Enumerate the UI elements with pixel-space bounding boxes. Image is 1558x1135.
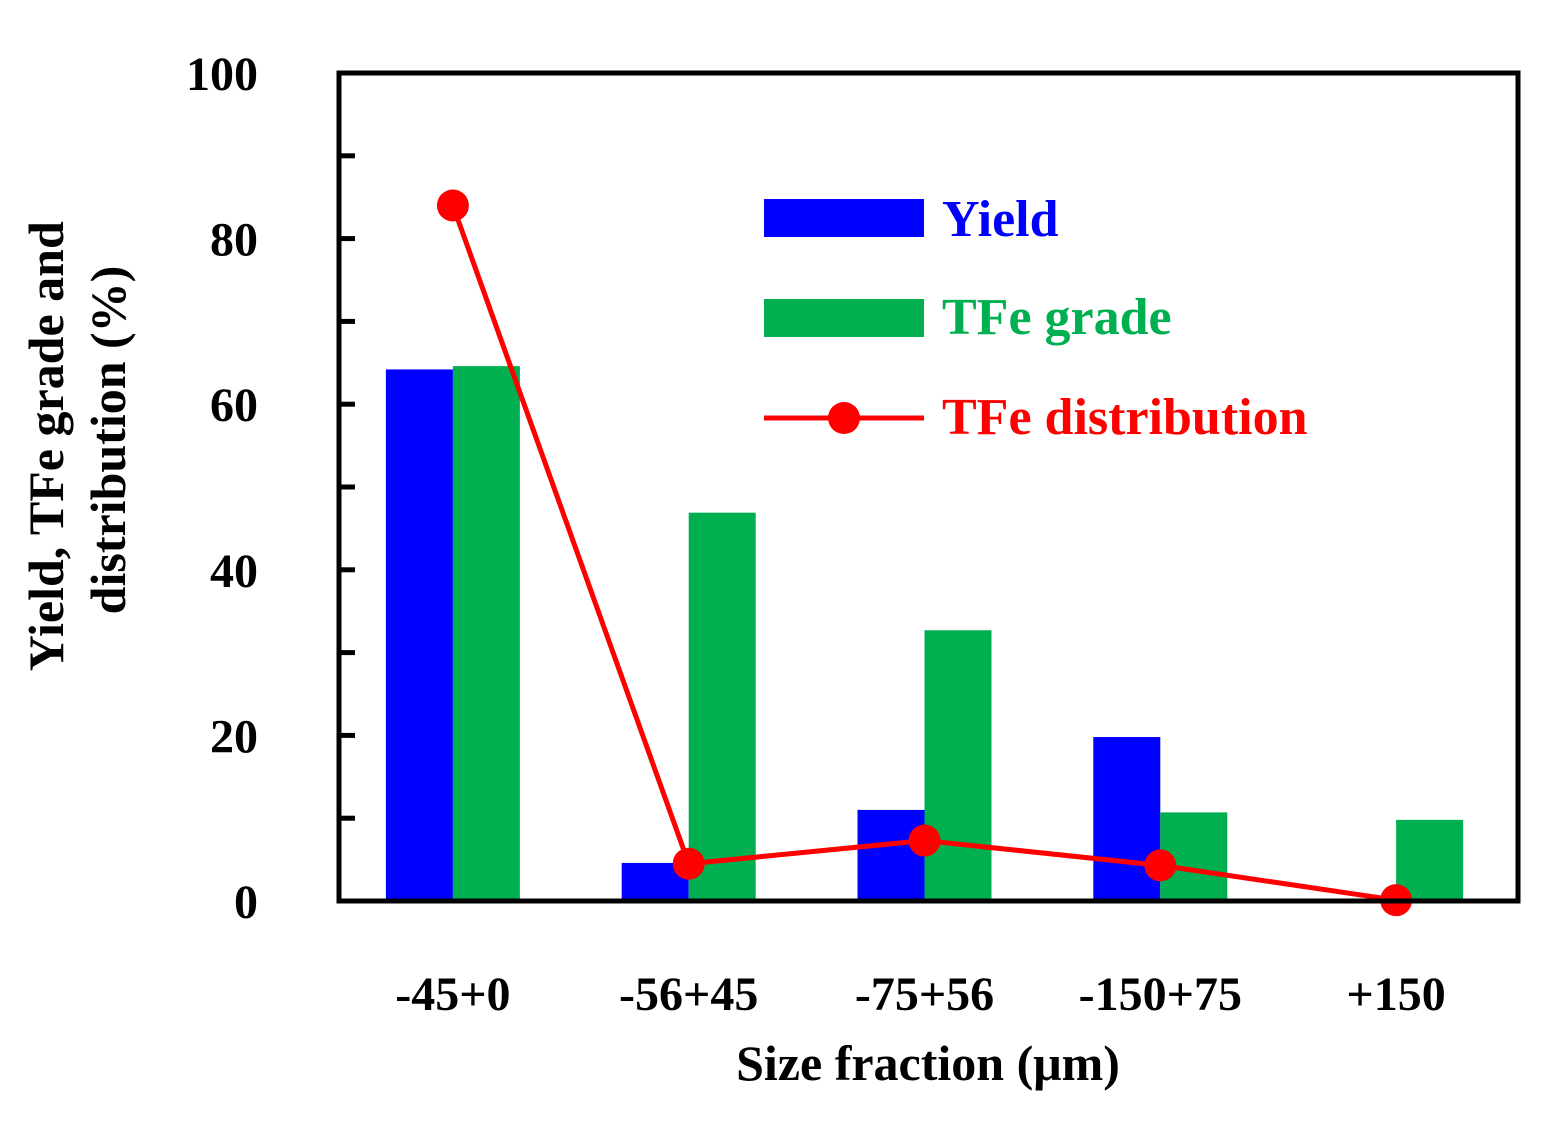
legend: Yield TFe grade TFe distribution (764, 191, 1308, 446)
x-tick-label-150-75: -150+75 (1079, 968, 1242, 1021)
bar-tfe-grade-75-56 (924, 630, 992, 901)
point-tfe-distribution-45-0 (436, 189, 469, 222)
x-tick-label-75-56: -75+56 (855, 968, 994, 1021)
bar-yield-45-0 (385, 369, 453, 901)
legend-swatch-yield (764, 199, 924, 237)
point-tfe-distribution-150-75 (1144, 849, 1177, 882)
x-tick-label-45-0: -45+0 (395, 968, 510, 1021)
y-axis-title-line-1: Yield, TFe grade and (18, 221, 74, 671)
legend-swatch-tfe-grade (764, 299, 924, 337)
y-tick-label-100: 100 (186, 48, 258, 101)
point-tfe-distribution-56-45 (672, 847, 705, 880)
x-tick-label-56-45: -56+45 (619, 968, 758, 1021)
legend-label-tfe-distribution: TFe distribution (942, 389, 1308, 446)
y-tick-label-0: 0 (234, 876, 258, 929)
legend-swatch-tfe-distribution-marker (828, 402, 860, 434)
x-axis-title: Size fraction (μm) (736, 1035, 1120, 1091)
x-tick-label-150: +150 (1346, 968, 1445, 1021)
x-axis-tick-labels: -45+0 -56+45 -75+56 -150+75 +150 (395, 968, 1446, 1021)
y-tick-label-20: 20 (210, 710, 258, 763)
bars-layer (385, 366, 1464, 901)
y-tick-label-40: 40 (210, 545, 258, 598)
bar-tfe-grade-45-0 (452, 366, 520, 901)
y-tick-label-60: 60 (210, 379, 258, 432)
bar-yield-75-56 (857, 809, 925, 901)
bar-tfe-grade-150 (1396, 819, 1464, 901)
legend-label-tfe-grade: TFe grade (942, 289, 1172, 346)
distribution-line-layer (436, 189, 1413, 917)
legend-label-yield: Yield (942, 191, 1059, 248)
point-tfe-distribution-75-56 (908, 824, 941, 857)
bar-tfe-grade-56-45 (688, 512, 756, 901)
y-axis-tick-labels: 0 20 40 60 80 100 (186, 48, 258, 929)
y-axis-title-line-2: distribution (%) (80, 266, 136, 615)
y-tick-label-80: 80 (210, 214, 258, 267)
y-axis-ticks (339, 70, 355, 904)
y-axis-title: Yield, TFe grade and distribution (%) (18, 209, 136, 672)
